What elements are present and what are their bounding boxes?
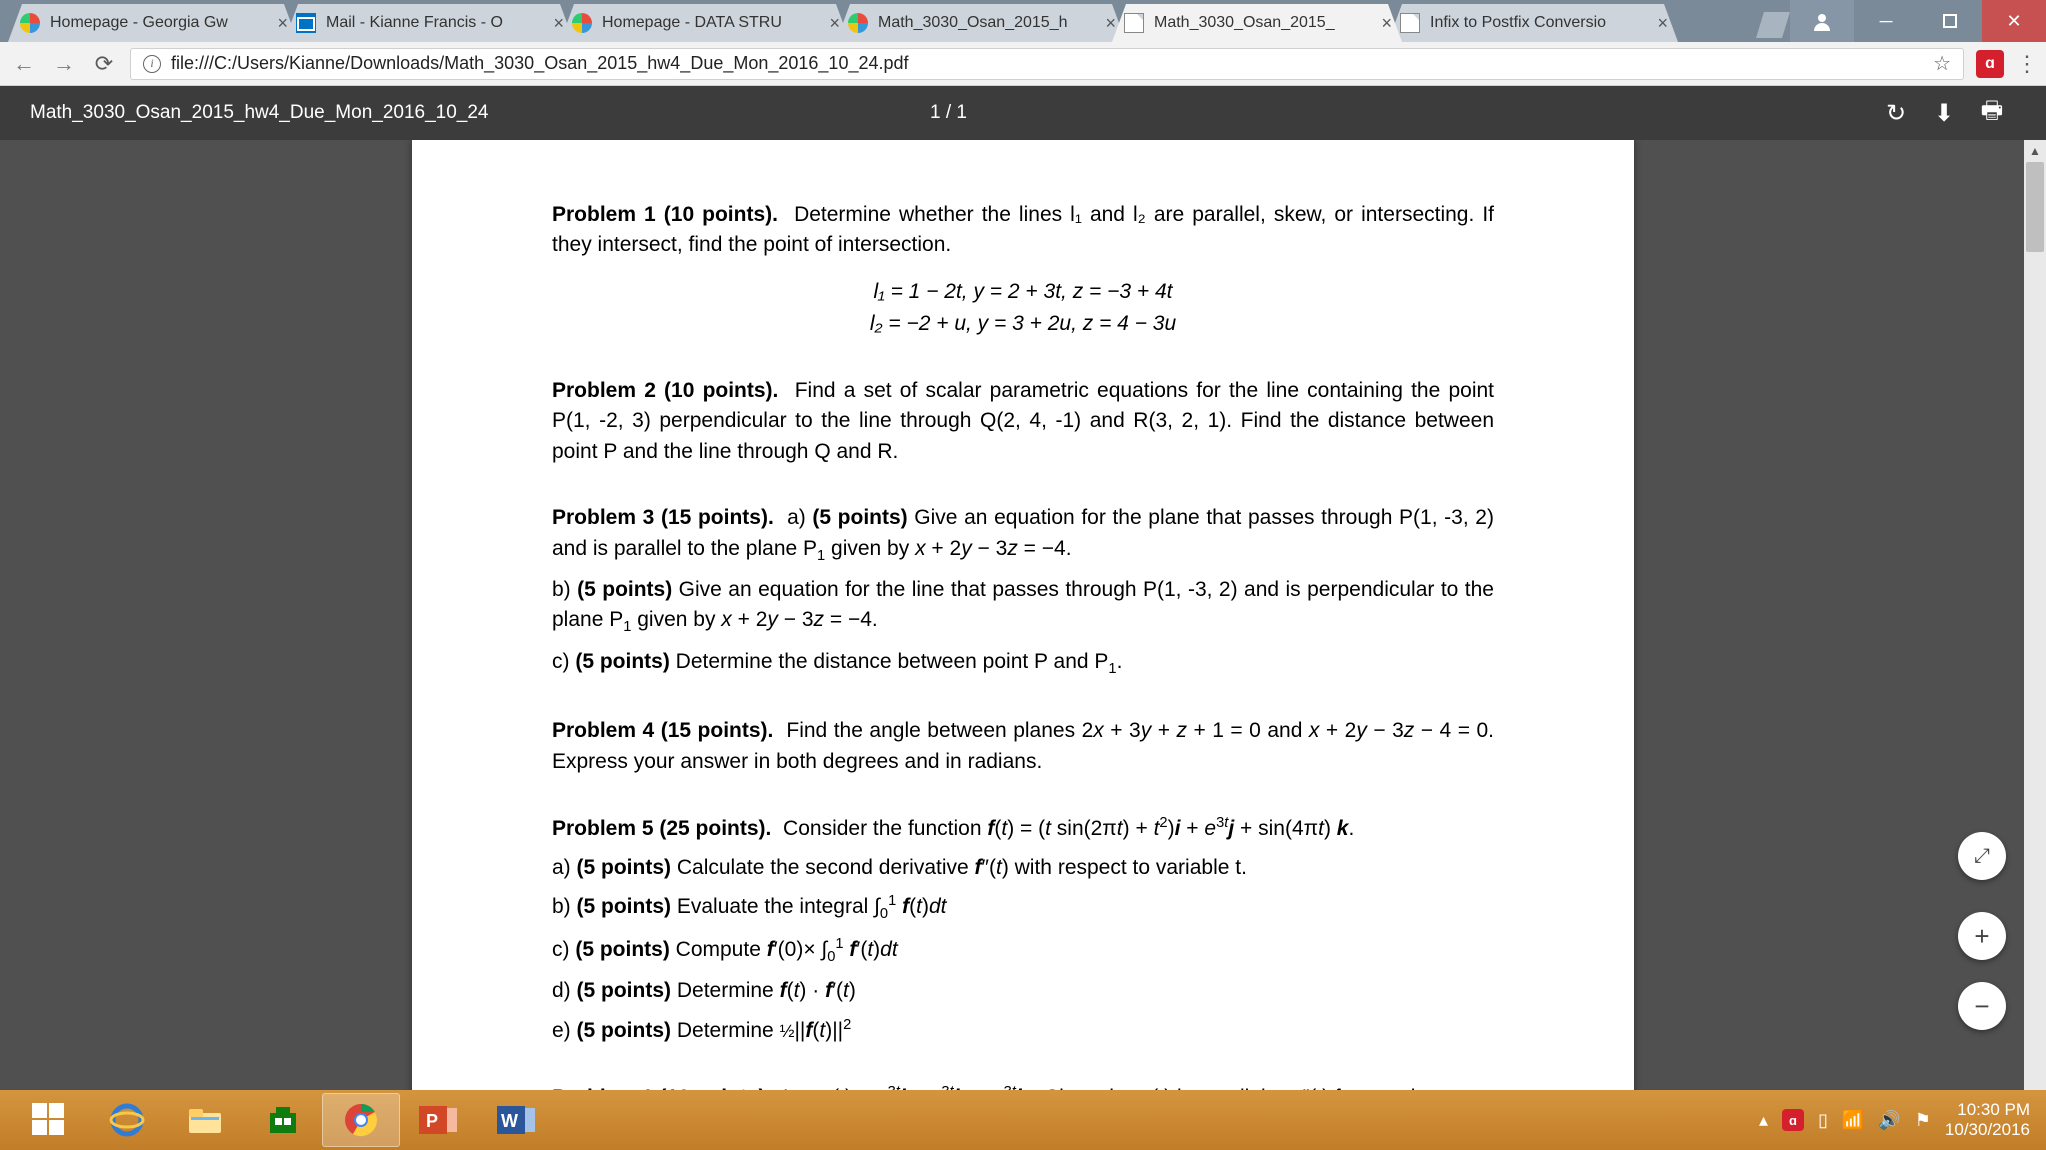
pdf-page-indicator: 1 / 1 (930, 102, 1050, 124)
avira-extension-icon[interactable]: ɑ (1976, 50, 2004, 78)
problem-4-head: Problem 4 (15 points). (552, 719, 773, 742)
taskbar: P W ▴ ɑ ▯ 📶 🔊 ⚑ 10:30 PM 10/30/2016 (0, 1090, 2046, 1150)
taskbar-ie[interactable] (88, 1093, 166, 1147)
tab-favicon (572, 13, 592, 33)
window-titlebar: Homepage - Georgia Gw×Mail - Kianne Fran… (0, 0, 2046, 42)
tab-favicon (1124, 13, 1144, 33)
tray-clock[interactable]: 10:30 PM 10/30/2016 (1945, 1100, 2036, 1141)
address-bar: ← → ⟳ i file:///C:/Users/Kianne/Download… (0, 42, 2046, 86)
pdf-download-button[interactable]: ⬇ (1920, 99, 1968, 128)
pdf-viewer: Math_3030_Osan_2015_hw4_Due_Mon_2016_10_… (0, 86, 2046, 1130)
tray-battery-icon[interactable]: ▯ (1818, 1110, 1828, 1131)
browser-tab[interactable]: Math_3030_Osan_2015_ × (1112, 4, 1402, 42)
tab-close-icon[interactable]: × (553, 13, 564, 34)
tab-label: Homepage - Georgia Gw (50, 14, 228, 32)
tray-avira-icon[interactable]: ɑ (1782, 1109, 1804, 1131)
svg-text:W: W (501, 1111, 518, 1131)
window-buttons: ─ ✕ (1790, 0, 2046, 42)
maximize-button[interactable] (1918, 0, 1982, 42)
tray-network-icon[interactable]: 📶 (1842, 1110, 1864, 1131)
problem-1-head: Problem 1 (10 points). (552, 203, 778, 226)
tab-close-icon[interactable]: × (277, 13, 288, 34)
pdf-title: Math_3030_Osan_2015_hw4_Due_Mon_2016_10_… (30, 102, 930, 124)
pdf-toolbar: Math_3030_Osan_2015_hw4_Due_Mon_2016_10_… (0, 86, 2046, 140)
bookmark-star-icon[interactable]: ☆ (1933, 51, 1951, 76)
problem-3-head: Problem 3 (15 points). (552, 506, 774, 529)
scroll-up-icon[interactable]: ▲ (2024, 140, 2046, 162)
pdf-fit-button[interactable]: ⤢ (1958, 832, 2006, 880)
tab-favicon (848, 13, 868, 33)
pdf-print-button[interactable]: 🖶 (1968, 93, 2016, 134)
tab-label: Math_3030_Osan_2015_h (878, 14, 1068, 32)
reload-button[interactable]: ⟳ (90, 50, 118, 78)
svg-text:P: P (426, 1111, 438, 1131)
tab-label: Infix to Postfix Conversio (1430, 14, 1606, 32)
pdf-zoom-out-button[interactable]: − (1958, 982, 2006, 1030)
tray-volume-icon[interactable]: 🔊 (1878, 1110, 1900, 1131)
tab-label: Mail - Kianne Francis - O (326, 14, 503, 32)
taskbar-chrome[interactable] (322, 1093, 400, 1147)
problem-5-head: Problem 5 (25 points). (552, 817, 771, 840)
tab-close-icon[interactable]: × (1105, 13, 1116, 34)
pdf-content[interactable]: Problem 1 (10 points). Determine whether… (0, 140, 2046, 1130)
browser-tab[interactable]: Homepage - DATA STRU × (560, 4, 850, 42)
user-button[interactable] (1790, 0, 1854, 42)
pdf-page: Problem 1 (10 points). Determine whether… (412, 140, 1634, 1130)
vertical-scrollbar[interactable]: ▲ ▼ (2024, 140, 2046, 1130)
close-button[interactable]: ✕ (1982, 0, 2046, 42)
tab-favicon (20, 13, 40, 33)
minimize-button[interactable]: ─ (1854, 0, 1918, 42)
taskbar-explorer[interactable] (166, 1093, 244, 1147)
url-text: file:///C:/Users/Kianne/Downloads/Math_3… (171, 53, 1923, 74)
tab-favicon (1400, 13, 1420, 33)
problem-2-head: Problem 2 (10 points). (552, 379, 778, 402)
system-tray: ▴ ɑ ▯ 📶 🔊 ⚑ 10:30 PM 10/30/2016 (1759, 1100, 2036, 1141)
browser-tab[interactable]: Math_3030_Osan_2015_h × (836, 4, 1126, 42)
tab-label: Math_3030_Osan_2015_ (1154, 14, 1335, 32)
pdf-zoom-in-button[interactable]: + (1958, 912, 2006, 960)
browser-tab[interactable]: Mail - Kianne Francis - O × (284, 4, 574, 42)
taskbar-store[interactable] (244, 1093, 322, 1147)
taskbar-powerpoint[interactable]: P (400, 1093, 478, 1147)
pdf-rotate-button[interactable]: ↻ (1872, 99, 1920, 128)
site-info-icon[interactable]: i (143, 55, 161, 73)
taskbar-word[interactable]: W (478, 1093, 556, 1147)
tab-label: Homepage - DATA STRU (602, 14, 782, 32)
back-button[interactable]: ← (10, 50, 38, 78)
browser-tab[interactable]: Infix to Postfix Conversio × (1388, 4, 1678, 42)
tab-strip: Homepage - Georgia Gw×Mail - Kianne Fran… (0, 0, 1740, 42)
tab-close-icon[interactable]: × (1657, 13, 1668, 34)
tab-close-icon[interactable]: × (1381, 13, 1392, 34)
tray-flag-icon[interactable]: ⚑ (1915, 1110, 1931, 1131)
tab-favicon (296, 13, 316, 33)
tray-show-hidden-icon[interactable]: ▴ (1759, 1110, 1768, 1131)
new-tab-button[interactable] (1756, 12, 1790, 38)
start-button[interactable] (10, 1093, 88, 1147)
chrome-menu-button[interactable]: ⋮ (2016, 51, 2036, 77)
tab-close-icon[interactable]: × (829, 13, 840, 34)
scroll-thumb[interactable] (2026, 162, 2044, 252)
forward-button[interactable]: → (50, 50, 78, 78)
url-box[interactable]: i file:///C:/Users/Kianne/Downloads/Math… (130, 48, 1964, 80)
browser-tab[interactable]: Homepage - Georgia Gw × (8, 4, 298, 42)
